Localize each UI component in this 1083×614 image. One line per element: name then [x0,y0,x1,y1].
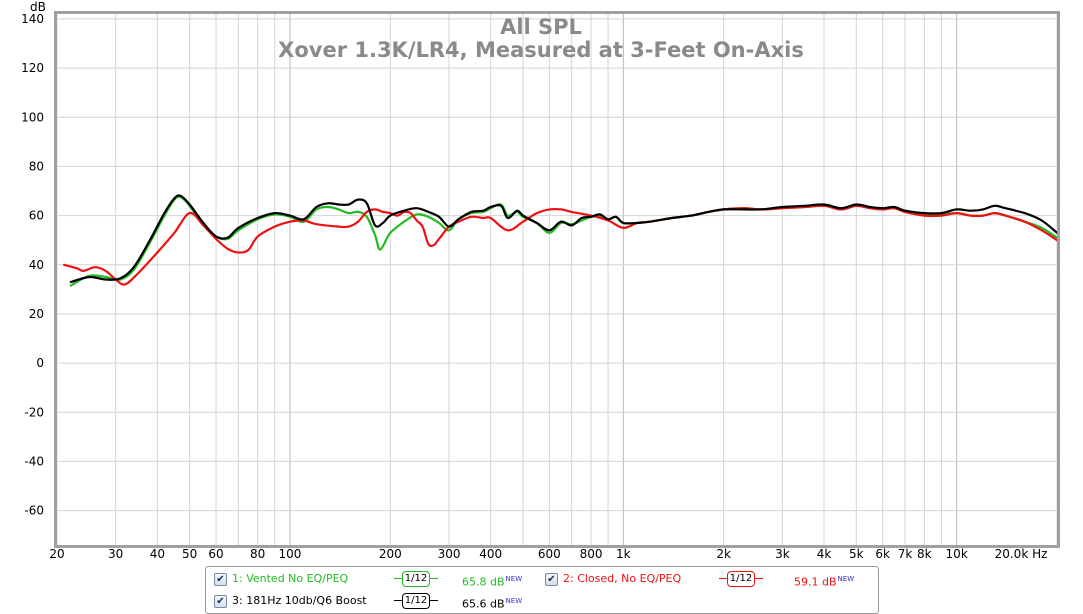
y-tick-label: 60 [29,209,44,223]
series-line-boost [69,194,1059,284]
smoothing-button-closed[interactable]: 1/12 [719,571,763,587]
x-tick-label: 100 [279,547,302,561]
series-layer [62,194,1059,287]
y-tick-label: 0 [36,356,44,370]
grid-lines [56,14,1058,545]
x-tick-label: 600 [538,547,561,561]
smoothing-numerator: 1 [404,573,412,584]
legend: ✔ 1: Vented No EQ/PEQ 1/12 65.8 dBNEW ✔ … [205,566,879,614]
legend-value-closed: 59.1 dBNEW [794,570,854,592]
x-tick-label: 7k [898,547,913,561]
x-tick-label: 4k [817,547,832,561]
legend-level-boost: 65.6 dB [462,597,505,611]
series-line-closed [62,204,1059,286]
y-tick-label: 140 [21,12,44,26]
legend-level-closed: 59.1 dB [794,575,837,589]
smoothing-denominator: 12 [739,573,753,584]
y-tick-label: 120 [21,61,44,75]
legend-checkbox-boost[interactable]: ✔ [214,595,227,608]
legend-checkbox-closed[interactable]: ✔ [545,573,558,586]
legend-label-boost: 3: 181Hz 10db/Q6 Boost [232,594,367,607]
y-tick-label: 100 [21,110,44,124]
x-tick-label: 300 [438,547,461,561]
y-tick-label: -40 [24,454,44,468]
legend-label-closed: 2: Closed, No EQ/PEQ [563,572,682,585]
chart-title: All SPL [500,15,582,39]
x-tick-label: 1k [616,547,631,561]
x-tick-label: 60 [208,547,223,561]
new-badge: NEW [837,575,855,583]
new-badge: NEW [505,597,523,605]
x-tick-label: 80 [250,547,265,561]
legend-item-vented: ✔ 1: Vented No EQ/PEQ 1/12 65.8 dBNEW [214,570,544,589]
smoothing-denominator: 12 [414,595,428,606]
y-tick-label: 20 [29,307,44,321]
legend-checkbox-vented[interactable]: ✔ [214,573,227,586]
new-badge: NEW [505,575,523,583]
legend-value-boost: 65.6 dBNEW [462,592,522,614]
x-tick-label: 5k [849,547,864,561]
x-tick-label: 6k [875,547,890,561]
x-tick-label: 800 [580,547,603,561]
y-axis-label: dB [30,0,46,14]
legend-level-vented: 65.8 dB [462,575,505,589]
y-tick-label: 80 [29,159,44,173]
x-tick-label: 30 [108,547,123,561]
smoothing-numerator: 1 [729,573,737,584]
x-tick-label: 50 [182,547,197,561]
smoothing-button-boost[interactable]: 1/12 [394,593,438,609]
chart-subtitle: Xover 1.3K/LR4, Measured at 3-Feet On-Ax… [278,38,804,62]
x-tick-label: 200 [379,547,402,561]
smoothing-numerator: 1 [404,595,412,606]
legend-item-closed: ✔ 2: Closed, No EQ/PEQ 1/12 59.1 dBNEW [545,570,875,589]
x-tick-label: 40 [150,547,165,561]
y-tick-label: -20 [24,405,44,419]
y-tick-label: -60 [24,504,44,518]
x-tick-label: 10k [946,547,968,561]
x-tick-label: 400 [479,547,502,561]
legend-item-boost: ✔ 3: 181Hz 10db/Q6 Boost 1/12 65.6 dBNEW [214,592,544,611]
plot-background [56,13,1058,546]
y-tick-label: 40 [29,258,44,272]
legend-value-vented: 65.8 dBNEW [462,570,522,592]
x-tick-label: 3k [775,547,790,561]
x-tick-label: 20.0k Hz [995,547,1048,561]
x-tick-label: 8k [917,547,932,561]
x-tick-label: 2k [716,547,731,561]
smoothing-button-vented[interactable]: 1/12 [394,571,438,587]
legend-label-vented: 1: Vented No EQ/PEQ [232,572,349,585]
plot-frame [54,11,1060,548]
x-tick-label: 20 [49,547,64,561]
smoothing-denominator: 12 [414,573,428,584]
